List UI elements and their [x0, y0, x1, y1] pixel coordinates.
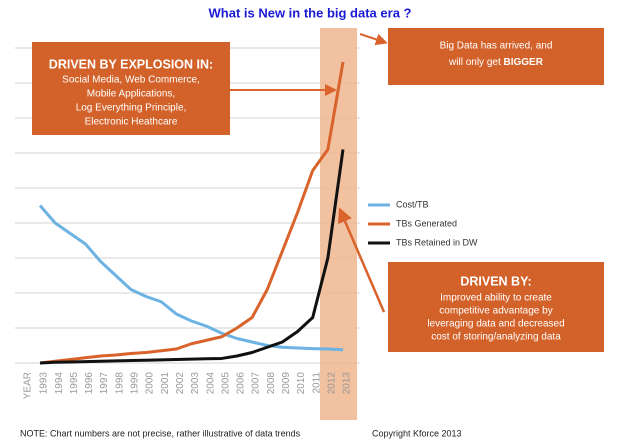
annotation-text: Social Media, Web Commerce,	[62, 75, 200, 86]
legend-label: TBs Generated	[396, 218, 457, 228]
annotation-text: Improved ability to create	[440, 293, 552, 304]
x-tick-label: 1995	[69, 372, 80, 395]
annotation-text: Big Data has arrived, and	[440, 41, 553, 52]
x-tick-label: 2012	[326, 372, 337, 395]
x-tick-label: 2002	[175, 372, 186, 395]
x-tick-label: 2006	[236, 372, 247, 395]
line	[39, 61, 345, 365]
annotation-text: leveraging data and decreased	[427, 319, 564, 330]
line	[38, 204, 344, 352]
annotation-text: competitive advantage by	[439, 306, 552, 317]
x-tick-label: 2007	[251, 372, 262, 395]
arrow	[359, 33, 388, 46]
copyright: Copyright Kforce 2013	[372, 428, 462, 438]
x-tick-label: 2004	[205, 372, 216, 395]
arrow	[338, 207, 386, 313]
annotation-text: will only get	[448, 57, 503, 68]
legend-label: Cost/TB	[396, 199, 429, 209]
x-tick-label: 2005	[220, 372, 231, 395]
annotation-text: Log Everything Principle,	[76, 103, 187, 114]
x-tick-label: 1997	[99, 372, 110, 395]
annotation-box	[388, 262, 604, 352]
x-tick-label: 1998	[114, 372, 125, 395]
x-tick-label: 1996	[84, 372, 95, 395]
x-tick-label: 2011	[311, 372, 322, 394]
annotation-text: Mobile Applications,	[87, 89, 175, 100]
annotation-heading: DRIVEN BY EXPLOSION IN:	[49, 57, 213, 71]
x-tick-label: 2009	[281, 372, 292, 395]
chart-title: What is New in the big data era ?	[209, 5, 412, 20]
x-tick-label: 2013	[342, 372, 353, 395]
annotation-box	[32, 42, 230, 135]
x-tick-label: 1999	[130, 372, 141, 395]
x-tick-label: 2008	[266, 372, 277, 395]
x-tick-label: 2001	[160, 372, 171, 395]
x-tick-label: 2010	[296, 372, 307, 395]
line	[39, 149, 345, 365]
x-axis-label: YEAR	[23, 372, 34, 399]
x-tick-label: 1994	[54, 372, 65, 395]
annotation-text: will only get BIGGER	[448, 57, 544, 68]
annotation-emphasis: BIGGER	[504, 57, 544, 68]
legend-label: TBs Retained in DW	[396, 237, 478, 247]
annotation-text: Electronic Heathcare	[85, 117, 178, 128]
x-tick-label: 2003	[190, 372, 201, 395]
x-tick-label: 1993	[39, 372, 50, 395]
annotation-text: cost of storing/analyzing data	[431, 332, 561, 343]
note: NOTE: Chart numbers are not precise, rat…	[20, 428, 301, 438]
annotation-box	[388, 28, 604, 85]
annotation-heading: DRIVEN BY:	[460, 274, 531, 288]
x-tick-label: 2000	[145, 372, 156, 395]
